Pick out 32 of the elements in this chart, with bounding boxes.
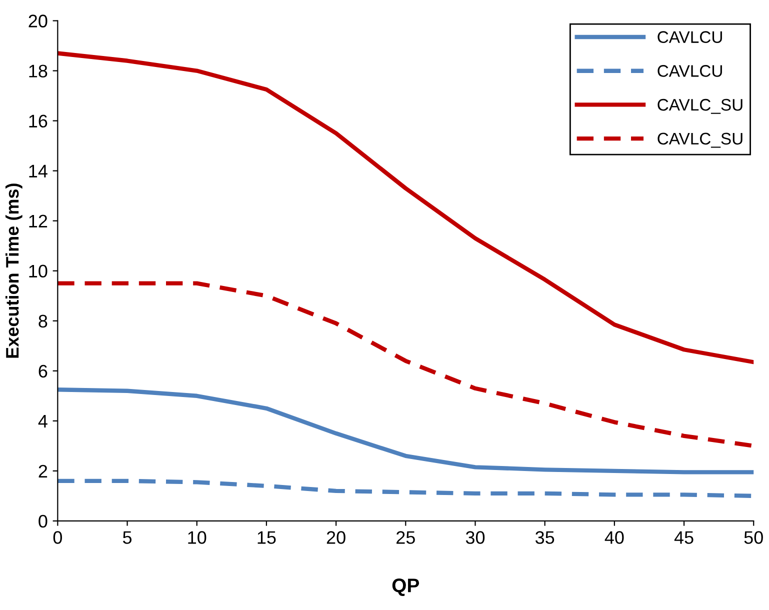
x-tick-label: 10 [188, 531, 206, 544]
y-tick-label: 12 [29, 214, 48, 228]
y-tick-label: 8 [38, 314, 48, 328]
x-tick-label: 40 [604, 531, 624, 544]
y-axis-title: Execution Time (ms) [5, 184, 22, 358]
y-tick-label: 20 [28, 14, 48, 28]
legend-label: CAVLCU [658, 65, 722, 77]
legend-label: CAVLCU [658, 31, 722, 43]
x-axis-title: QP [392, 578, 420, 596]
legend-label: CAVLC_SU [658, 132, 742, 148]
x-tick-label: 30 [466, 531, 485, 544]
line-series [58, 478, 754, 498]
line-series [58, 281, 754, 448]
y-tick-label: 2 [38, 464, 48, 478]
x-tick-label: 20 [326, 531, 346, 544]
x-tick-label: 15 [258, 531, 276, 544]
y-tick-label: 16 [29, 114, 48, 128]
x-tick-label: 25 [396, 531, 415, 544]
y-tick-label: 4 [38, 415, 48, 428]
y-tick-label: 14 [29, 164, 48, 178]
y-tick-label: 6 [38, 364, 48, 378]
line-series [58, 51, 754, 364]
y-tick-label: 10 [29, 264, 48, 278]
x-tick-label: 0 [53, 531, 62, 544]
y-tick-label: 18 [29, 64, 48, 78]
legend-label: CAVLC_SU [658, 98, 742, 114]
y-tick-label: 0 [38, 514, 48, 528]
x-tick-label: 45 [674, 531, 694, 544]
line-series [58, 388, 754, 474]
x-tick-label: 50 [744, 531, 763, 544]
x-tick-label: 35 [535, 531, 554, 544]
x-tick-label: 5 [122, 531, 132, 544]
